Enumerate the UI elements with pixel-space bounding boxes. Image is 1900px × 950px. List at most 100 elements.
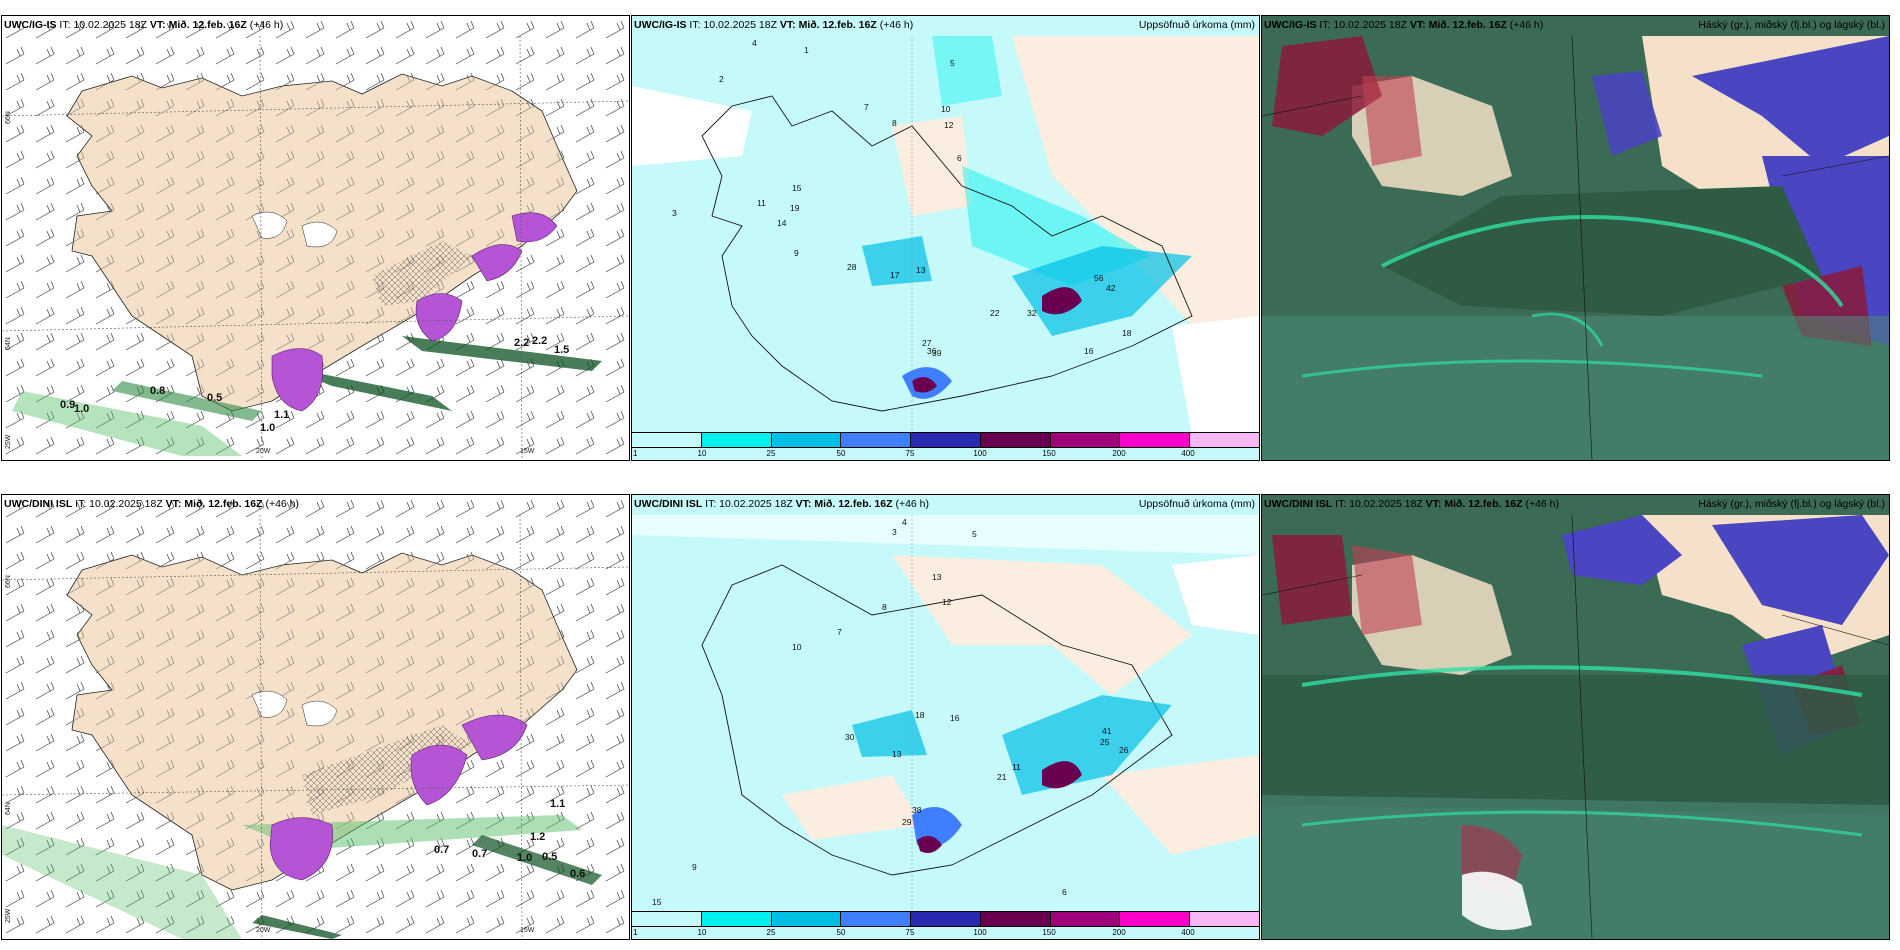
panel-bottom-wind: UWC/DINI ISL IT: 10.02.2025 18Z VT: Mið.…	[1, 494, 630, 940]
precip-value: 15	[792, 183, 802, 193]
colorbar-swatch	[701, 912, 772, 926]
colorbar-swatch	[911, 912, 981, 926]
wind-value-label: 1.1	[274, 409, 289, 421]
precip-value: 6	[1062, 887, 1067, 897]
precip-value: 11	[757, 198, 766, 208]
panel-title: UWC/IG-IS IT: 10.02.2025 18Z VT: Mið. 12…	[4, 19, 284, 31]
lon-label-25: 25W	[5, 434, 12, 449]
colorbar-label: 150	[1042, 928, 1056, 937]
precip-value: 26	[1119, 745, 1129, 755]
precip-value: 42	[1106, 283, 1116, 293]
colorbar-swatch	[1120, 912, 1191, 926]
precip-value: 7	[864, 102, 869, 112]
panel-title: UWC/DINI ISL IT: 10.02.2025 18Z VT: Mið.…	[1264, 498, 1560, 510]
wind-value-label: 0.8	[150, 385, 165, 397]
wind-value-label: 1.0	[74, 403, 89, 415]
colorbar-swatch	[632, 433, 702, 447]
colorbar-label: 10	[697, 928, 707, 937]
panel-field-name: Háský (gr.), miðský (fj.bl.) og lágský (…	[1698, 19, 1885, 31]
colorbar-swatches	[632, 911, 1259, 927]
precip-value: 39	[932, 348, 942, 358]
colorbar-label: 25	[766, 449, 776, 458]
wind-value-label: 1.5	[554, 344, 569, 356]
wind-value-label: 2.2	[532, 335, 547, 347]
precip-value: 11	[1012, 762, 1021, 772]
precip-value: 13	[892, 749, 902, 759]
precip-value: 5	[950, 58, 955, 68]
precip-value: 21	[997, 772, 1007, 782]
panel-field-name: Uppsöfnuð úrkoma (mm)	[1138, 19, 1255, 31]
colorbar-label: 100	[973, 928, 987, 937]
precip-value: 10	[792, 642, 802, 652]
colorbar-label: 50	[836, 928, 846, 937]
precip-value: 12	[944, 120, 954, 130]
cloud-map	[1262, 16, 1889, 460]
precip-value: 4	[902, 517, 907, 527]
panel-title: UWC/IG-IS IT: 10.02.2025 18Z VT: Mið. 12…	[1264, 19, 1544, 31]
panel-top-clouds: UWC/IG-IS IT: 10.02.2025 18Z VT: Mið. 12…	[1261, 15, 1890, 461]
colorbar-swatch	[911, 433, 981, 447]
colorbar-label: 400	[1181, 449, 1195, 458]
precip-value: 7	[837, 627, 842, 637]
precip-value: 16	[950, 713, 960, 723]
precip-value: 3	[672, 208, 677, 218]
lon-label-20: 20W	[256, 448, 271, 455]
precip-value: 56	[1094, 273, 1104, 283]
panel-title: UWC/IG-IS IT: 10.02.2025 18Z VT: Mið. 12…	[634, 19, 914, 31]
precip-value: 41	[1102, 726, 1112, 736]
lon-label-15: 15W	[520, 448, 535, 455]
colorbar-label: 200	[1112, 449, 1126, 458]
panel-title: UWC/DINI ISL IT: 10.02.2025 18Z VT: Mið.…	[634, 498, 930, 510]
lon-label-25: 25W	[5, 908, 12, 923]
colorbar-swatch	[841, 433, 912, 447]
colorbar-swatch	[1120, 433, 1191, 447]
precip-value: 9	[692, 862, 697, 872]
wind-map: 0.9 1.0 0.8 0.5 1.1 1.0 2.2 2.2 1.5	[2, 16, 629, 460]
precip-value: 15	[652, 897, 662, 907]
wind-value-label: 0.7	[434, 844, 449, 856]
precip-value: 13	[932, 572, 942, 582]
colorbar-label: 25	[766, 928, 776, 937]
wind-value-label: 0.9	[60, 399, 75, 411]
colorbar-labels: 1 10 25 50 75 100 150 200 400	[632, 449, 1259, 459]
wind-value-label: 0.6	[570, 868, 585, 880]
lat-label-66: 66N	[5, 575, 12, 588]
precip-value: 32	[1027, 308, 1037, 318]
colorbar-label: 75	[905, 449, 915, 458]
wind-value-label: 1.2	[530, 831, 545, 843]
colorbar-label: 1	[633, 449, 638, 458]
precip-value: 29	[902, 817, 912, 827]
colorbar-label: 10	[697, 449, 707, 458]
colorbar-swatch	[841, 912, 912, 926]
panel-bottom-clouds: UWC/DINI ISL IT: 10.02.2025 18Z VT: Mið.…	[1261, 494, 1890, 940]
panel-title: UWC/DINI ISL IT: 10.02.2025 18Z VT: Mið.…	[4, 498, 300, 510]
precip-value: 36	[927, 346, 937, 356]
panel-field-name: Háský (gr.), miðský (fj.bl.) og lágský (…	[1698, 498, 1885, 510]
precip-value: 25	[1100, 737, 1110, 747]
precip-value: 28	[847, 262, 857, 272]
precip-value: 30	[845, 732, 855, 742]
precip-value: 19	[790, 203, 800, 213]
precip-map: 3 4 5 13 12 8 7 10 18 16 30 13 11 25 21 …	[632, 495, 1259, 939]
colorbar-label: 100	[973, 449, 987, 458]
lat-label-64: 64N	[5, 337, 12, 350]
colorbar-labels: 1 10 25 50 75 100 150 200 400	[632, 928, 1259, 938]
precip-value: 27	[922, 338, 932, 348]
colorbar-swatch	[980, 912, 1051, 926]
colorbar-swatch	[1050, 433, 1121, 447]
colorbar-label: 50	[836, 449, 846, 458]
precip-value: 6	[957, 153, 962, 163]
wind-value-label: 0.7	[472, 848, 487, 860]
precip-value: 38	[912, 805, 922, 815]
precip-value: 8	[892, 118, 897, 128]
colorbar-label: 150	[1042, 449, 1056, 458]
precip-value: 18	[1122, 328, 1132, 338]
colorbar-swatch	[632, 912, 702, 926]
wind-value-label: 0.5	[207, 392, 222, 404]
panel-top-wind: UWC/IG-IS IT: 10.02.2025 18Z VT: Mið. 12…	[1, 15, 630, 461]
lon-label-20: 20W	[256, 927, 271, 934]
colorbar-swatch	[771, 912, 842, 926]
precip-value: 22	[990, 308, 1000, 318]
colorbar-label: 200	[1112, 928, 1126, 937]
colorbar-label: 75	[905, 928, 915, 937]
